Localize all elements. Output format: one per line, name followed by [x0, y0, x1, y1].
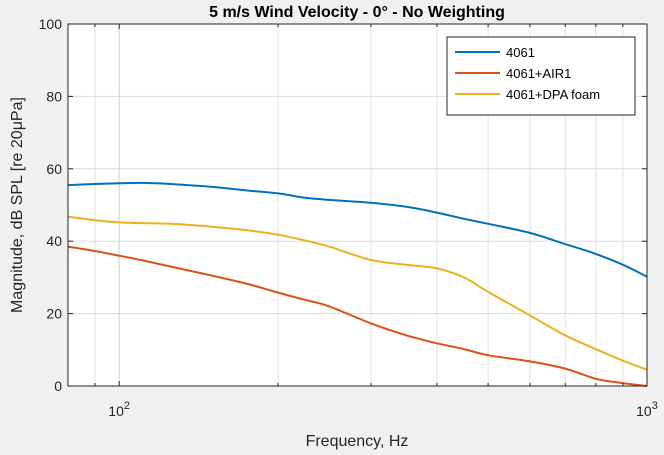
- y-tick-label: 100: [39, 16, 63, 32]
- legend: 4061 4061+AIR1 4061+DPA foam: [446, 36, 636, 116]
- legend-label-1: 4061+AIR1: [506, 66, 571, 81]
- y-tick-label: 0: [54, 378, 62, 394]
- y-tick-label: 40: [46, 233, 62, 249]
- series-line-2: [67, 215, 648, 371]
- y-tick-label: 80: [46, 88, 62, 104]
- x-axis-label: Frequency, Hz: [306, 433, 409, 450]
- x-tick-exponent: 2: [124, 400, 130, 412]
- plot-frame: [67, 23, 648, 387]
- legend-box: [446, 36, 636, 116]
- series-line-0: [67, 181, 648, 278]
- grid-lines: [67, 23, 648, 387]
- legend-label-2: 4061+DPA foam: [506, 87, 600, 102]
- x-tick-base: 10: [108, 403, 124, 419]
- x-tick-label: 103: [636, 400, 658, 419]
- x-axis: 102 103: [67, 24, 658, 419]
- x-tick-exponent: 3: [652, 400, 658, 412]
- legend-label-0: 4061: [506, 45, 535, 60]
- x-tick-label: 102: [108, 400, 130, 419]
- y-axis-label: Magnitude, dB SPL [re 20μPa]: [9, 97, 26, 313]
- y-tick-label: 20: [46, 306, 62, 322]
- y-axis: 0 20 40 60 80 100: [39, 16, 647, 394]
- series-line-1: [67, 245, 648, 387]
- x-tick-base: 10: [636, 403, 652, 419]
- series-lines: [67, 181, 648, 387]
- y-tick-label: 60: [46, 161, 62, 177]
- chart-title: 5 m/s Wind Velocity - 0° - No Weighting: [209, 4, 505, 21]
